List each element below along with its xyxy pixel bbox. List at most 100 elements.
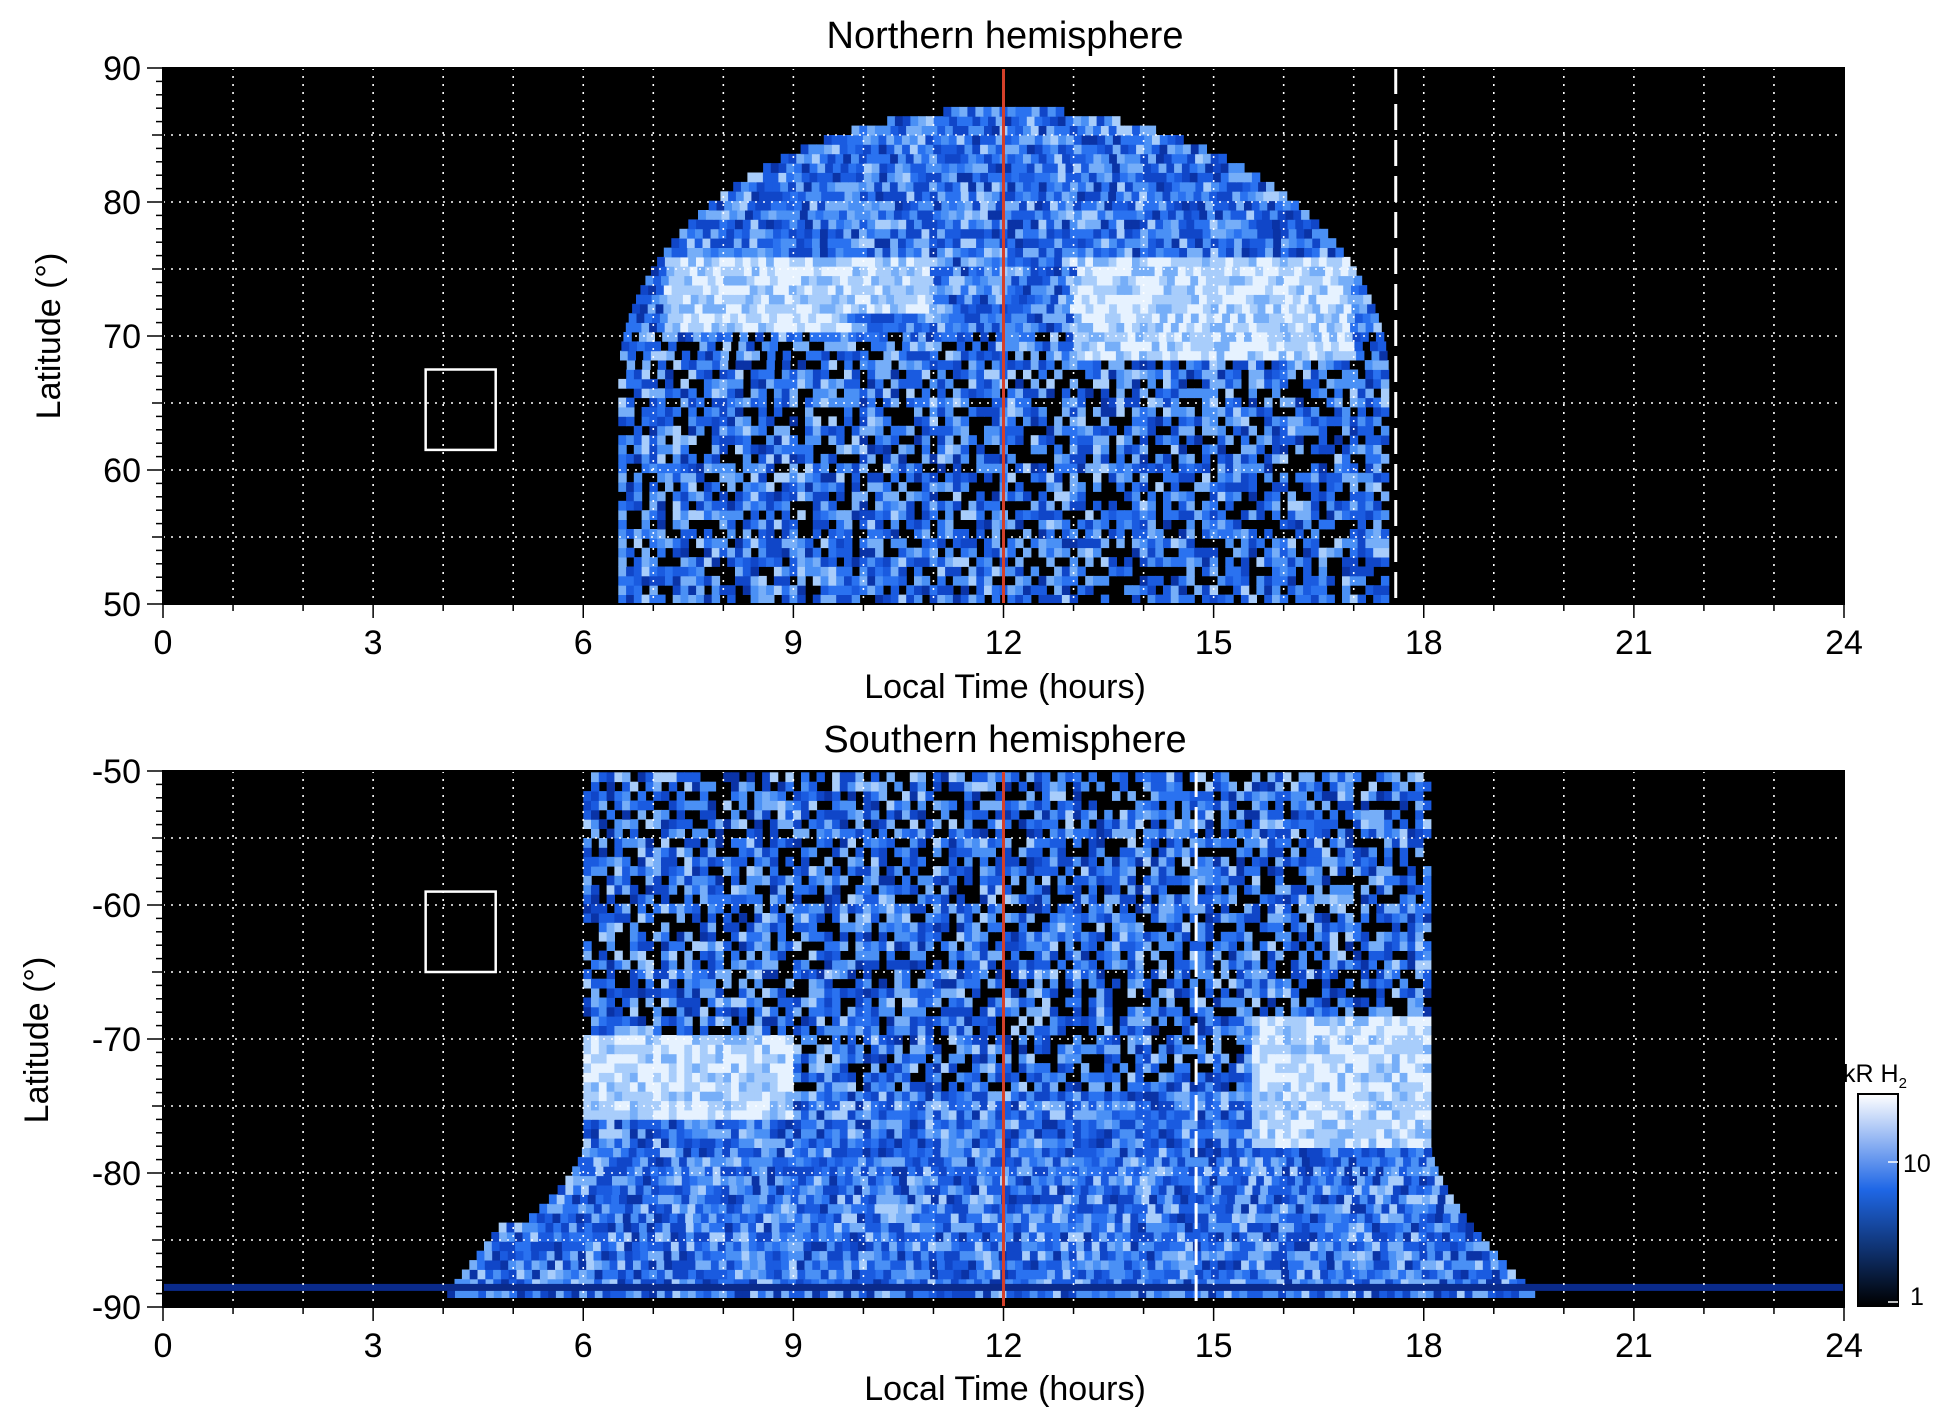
emission-cell (1348, 1222, 1357, 1233)
emission-cell (1178, 191, 1187, 202)
emission-cell (1273, 303, 1282, 314)
emission-cell (976, 191, 985, 202)
emission-cell (1342, 453, 1351, 464)
emission-cell (1034, 200, 1043, 211)
emission-cell (1201, 191, 1210, 202)
emission-cell (1023, 585, 1032, 595)
emission-cell (1222, 313, 1231, 323)
emission-cell (921, 219, 931, 230)
emission-cell (1139, 453, 1149, 464)
emission-cell (1155, 482, 1164, 492)
emission-cell (874, 247, 884, 258)
emission-cell (875, 519, 884, 530)
emission-cell (790, 266, 799, 277)
emission-cell (927, 1278, 936, 1289)
emission-cell (1100, 1260, 1110, 1270)
emission-cell (781, 397, 791, 408)
emission-cell (1310, 500, 1320, 511)
emission-cell (640, 1278, 650, 1289)
emission-cell (711, 510, 721, 520)
emission-cell (897, 1288, 907, 1298)
emission-cell (1387, 1288, 1396, 1298)
emission-cell (1365, 538, 1374, 549)
emission-cell (801, 172, 811, 183)
emission-cell (921, 482, 931, 492)
emission-cell (679, 1250, 688, 1261)
emission-cell (875, 425, 884, 436)
emission-cell (1101, 285, 1110, 295)
emission-cell (1178, 547, 1187, 558)
emission-cell (1099, 1288, 1108, 1298)
emission-cell (749, 1260, 759, 1270)
emission-cell (1361, 1278, 1371, 1289)
emission-cell (1225, 407, 1234, 417)
emission-cell (975, 1288, 984, 1298)
emission-cell (735, 360, 744, 370)
emission-cell (957, 200, 966, 211)
emission-cell (1309, 266, 1318, 277)
emission-cell (865, 1241, 875, 1252)
emission-cell (734, 1288, 743, 1298)
emission-cell (1147, 585, 1156, 595)
emission-cell (1322, 275, 1332, 286)
emission-cell (812, 472, 822, 483)
emission-cell (844, 575, 853, 586)
emission-cell (1309, 350, 1318, 361)
emission-cell (1164, 1269, 1173, 1280)
emission-cell (797, 566, 806, 577)
emission-cell (827, 303, 836, 314)
emission-cell (1240, 547, 1250, 558)
emission-cell (828, 397, 837, 408)
emission-cell (851, 435, 861, 445)
emission-cell (867, 388, 876, 399)
emission-cell (1233, 425, 1242, 436)
emission-cell (1144, 135, 1153, 145)
emission-cell (1373, 472, 1382, 483)
emission-cell (1365, 557, 1374, 567)
emission-cell (1108, 369, 1117, 380)
emission-cell (1171, 303, 1180, 314)
emission-cell (1167, 144, 1176, 155)
emission-cell (867, 510, 876, 520)
emission-cell (1085, 228, 1094, 239)
emission-cell (1050, 163, 1059, 173)
emission-cell (1186, 547, 1195, 558)
emission-cell (770, 200, 780, 211)
emission-cell (844, 510, 853, 520)
emission-cell (1317, 1241, 1326, 1252)
emission-cell (937, 1260, 946, 1270)
emission-cell (1116, 238, 1126, 248)
emission-cell (708, 332, 718, 342)
emission-cell (1380, 388, 1390, 399)
emission-cell (725, 1241, 734, 1252)
emission-cell (1177, 1222, 1186, 1233)
emission-cell (882, 397, 892, 408)
emission-cell (797, 453, 806, 464)
emission-cell (1276, 1278, 1285, 1289)
emission-cell (647, 1232, 656, 1242)
emission-cell (632, 303, 641, 314)
emission-cell (921, 303, 930, 314)
emission-cell (1069, 228, 1079, 239)
emission-cell (1170, 444, 1180, 455)
emission-cell (1101, 247, 1110, 258)
emission-cell (1163, 463, 1172, 474)
emission-cell (719, 435, 728, 445)
emission-cell (952, 482, 962, 492)
emission-cell (727, 407, 736, 417)
emission-cell (781, 378, 791, 389)
emission-cell (842, 1250, 852, 1261)
emission-cell (1006, 1288, 1015, 1298)
emission-cell (1286, 350, 1295, 361)
emission-cell (657, 369, 666, 380)
emission-cell (1158, 163, 1167, 173)
emission-cell (835, 285, 844, 295)
emission-cell (1262, 1232, 1272, 1242)
emission-cell (675, 313, 684, 323)
emission-cell (1279, 369, 1289, 380)
emission-cell (875, 575, 884, 586)
emission-cell (1332, 350, 1342, 361)
emission-cell (1163, 219, 1172, 230)
emission-cell (1093, 247, 1102, 258)
emission-cell (1038, 238, 1048, 248)
